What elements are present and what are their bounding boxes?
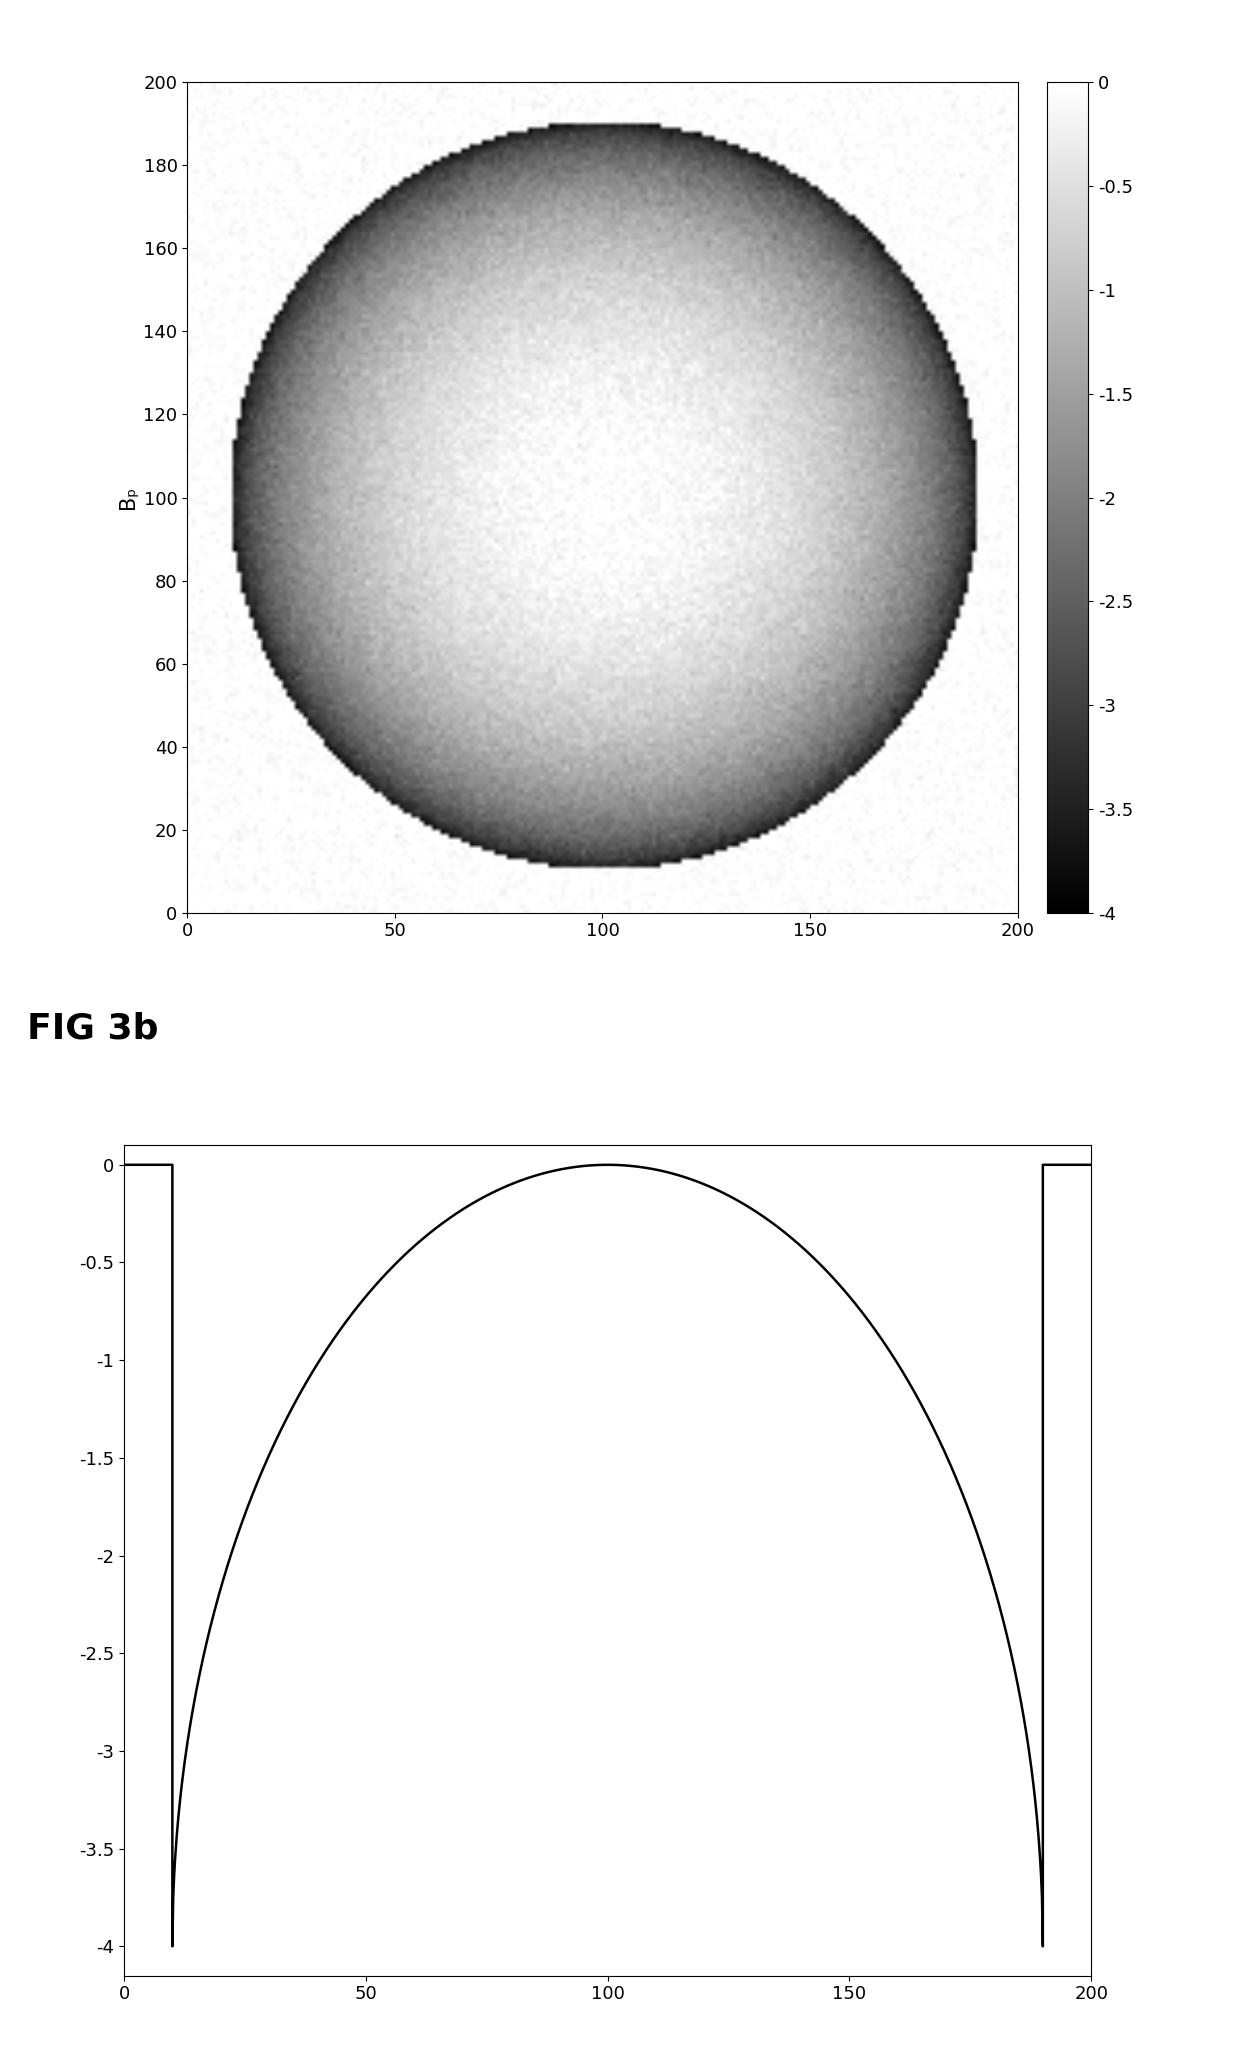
Text: FIG 3b: FIG 3b xyxy=(27,1013,159,1045)
Y-axis label: Bₚ: Bₚ xyxy=(118,486,138,508)
